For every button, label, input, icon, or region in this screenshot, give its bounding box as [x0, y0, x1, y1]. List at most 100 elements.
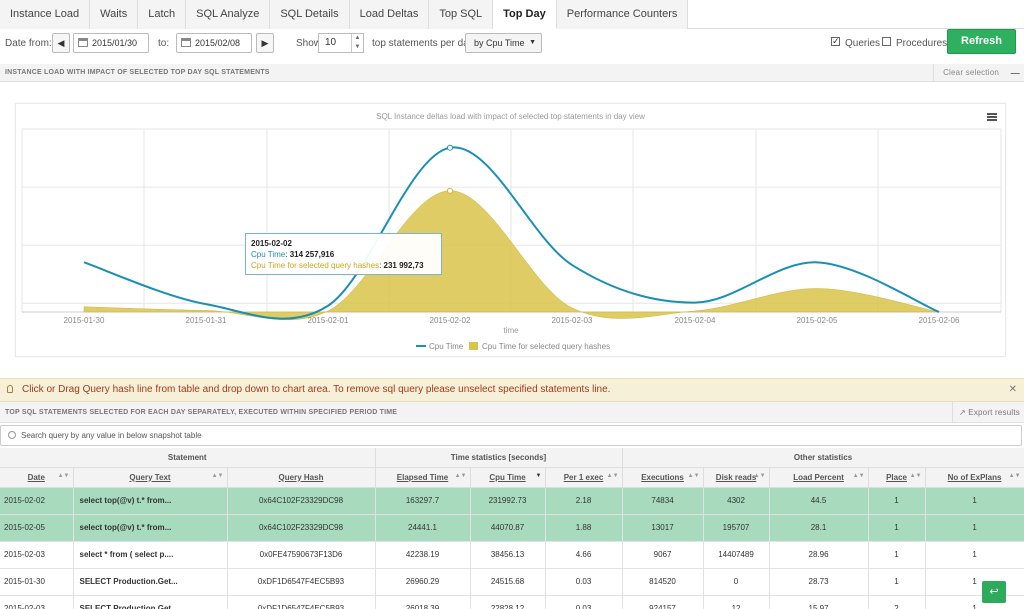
tab-top-sql[interactable]: Top SQL [429, 0, 494, 29]
table-cell: 163297.7 [375, 487, 471, 515]
sort-icon: ▲▼ [753, 472, 766, 479]
table-cell: 9067 [622, 541, 704, 569]
table-cell: 1 [868, 487, 926, 515]
table-cell: 1 [925, 595, 1024, 609]
tab-top-day[interactable]: Top Day [493, 0, 557, 29]
table-cell: 2015-02-03 [0, 595, 74, 609]
table-cell: 2.18 [545, 487, 623, 515]
table-row[interactable]: 2015-02-03 SELECT Production.Get... 0xDF1D… [0, 595, 1024, 609]
sort-by-value: by Cpu Time [474, 38, 525, 48]
legend-label-cpu-time-selected: Cpu Time for selected query hashes [482, 342, 610, 351]
date-to-input[interactable]: 2015/02/08 [176, 33, 252, 53]
table-cell: 0 [703, 568, 770, 596]
calendar-icon [181, 38, 191, 47]
table-cell: 2015-02-05 [0, 514, 74, 542]
table-cell: 24441.1 [375, 514, 471, 542]
x-tick-label: 2015-01-31 [186, 316, 227, 325]
sort-desc-icon: ▼ [535, 472, 542, 479]
info-message-bar: Click or Drag Query hash line from table… [0, 378, 1024, 402]
column-label: Cpu Time [489, 472, 526, 482]
x-tick-label: 2015-02-02 [430, 316, 471, 325]
table-row[interactable]: 2015-02-02 select top(@v) t.* from... 0x64… [0, 487, 1024, 515]
table-cell: 42238.19 [375, 541, 471, 569]
procedures-checkbox[interactable] [882, 37, 891, 46]
scroll-to-top-button[interactable]: ↩ [982, 581, 1006, 603]
show-count-stepper[interactable]: 10 ▲ ▼ [318, 33, 364, 53]
column-place[interactable]: Place ▲▼ [868, 467, 926, 488]
table-cell: 0.03 [545, 568, 623, 596]
tab-latch[interactable]: Latch [138, 0, 187, 29]
prev-date-button[interactable]: ◀ [52, 33, 70, 53]
table-cell: 231992.73 [470, 487, 546, 515]
column-query-hash[interactable]: Query Hash [227, 467, 376, 488]
column-load-percent[interactable]: Load Percent ▲▼ [769, 467, 869, 488]
sort-by-select[interactable]: by Cpu Time ▼ [465, 33, 542, 53]
column-query-text[interactable]: Query Text ▲▼ [73, 467, 228, 488]
column-per-1-exec[interactable]: Per 1 exec ▲▼ [545, 467, 623, 488]
tab-sql-details[interactable]: SQL Details [270, 0, 350, 29]
column-label: Query Text [129, 472, 171, 482]
tooltip-line1-value: 314 257,916 [289, 250, 335, 259]
clear-selection-button[interactable]: Clear selection [933, 64, 1008, 82]
table-cell: 924157 [622, 595, 704, 609]
procedures-label: Procedures [896, 38, 948, 49]
x-tick-label: 2015-02-05 [797, 316, 838, 325]
table-panel-title: TOP SQL STATEMENTS SELECTED FOR EACH DAY… [5, 409, 398, 416]
table-cell: 195707 [703, 514, 770, 542]
search-input[interactable]: Search query by any value in below snaps… [0, 425, 1022, 446]
table-cell: 0.03 [545, 595, 623, 609]
table-cell: 28.73 [769, 568, 869, 596]
table-cell: 2 [868, 595, 926, 609]
table-row[interactable]: 2015-02-05 select top(@v) t.* from... 0x64… [0, 514, 1024, 542]
tab-performance-counters[interactable]: Performance Counters [556, 0, 689, 29]
column-cpu-time[interactable]: Cpu Time ▼ [470, 467, 546, 488]
refresh-button[interactable]: Refresh [947, 29, 1016, 54]
table-cell: 14407489 [703, 541, 770, 569]
table-cell: 1 [868, 514, 926, 542]
column-label: No of ExPlans [947, 472, 1002, 482]
chart-menu-icon[interactable] [987, 113, 997, 121]
queries-checkbox[interactable]: ✓ [831, 36, 840, 46]
legend-label-cpu-time: Cpu Time [429, 342, 464, 351]
next-date-button[interactable]: ▶ [256, 33, 274, 53]
tab-waits[interactable]: Waits [90, 0, 139, 29]
column-no-of-explans[interactable]: No of ExPlans ▲▼ [925, 467, 1024, 488]
per-day-label: top statements per day [372, 38, 474, 49]
data-point-cpu-time [447, 144, 453, 151]
x-tick-label: 2015-02-01 [308, 316, 349, 325]
sort-icon: ▲▼ [909, 472, 922, 479]
sort-icon: ▲▼ [852, 472, 865, 479]
column-label: Place [886, 472, 907, 482]
table-cell: 38456.13 [470, 541, 546, 569]
table-row[interactable]: 2015-02-03 select * from ( select p.... 0x… [0, 541, 1024, 569]
column-date[interactable]: Date ▲▼ [0, 467, 74, 488]
sort-icon: ▲▼ [687, 472, 700, 479]
tooltip-line1-label: Cpu Time [251, 250, 286, 259]
stepper-arrows[interactable]: ▲ ▼ [351, 34, 363, 52]
search-icon [8, 431, 16, 439]
column-elapsed-time[interactable]: Elapsed Time ▲▼ [375, 467, 471, 488]
column-label: Query Hash [278, 472, 324, 482]
queries-label: Queries [845, 38, 881, 49]
date-to-value: 2015/02/08 [195, 38, 241, 48]
sort-icon: ▲▼ [1008, 472, 1021, 479]
column-disk-reads[interactable]: Disk reads ▲▼ [703, 467, 770, 488]
table-cell: 2015-02-03 [0, 541, 74, 569]
x-tick-label: 2015-02-04 [675, 316, 716, 325]
date-from-input[interactable]: 2015/01/30 [73, 33, 149, 53]
column-executions[interactable]: Executions ▲▼ [622, 467, 704, 488]
table-row[interactable]: 2015-01-30 SELECT Production.Get... 0xDF1D… [0, 568, 1024, 596]
sort-icon: ▲▼ [454, 472, 467, 479]
chart-plot[interactable]: 2015-01-30 2015-01-31 2015-02-01 2015-02-02… [16, 104, 1007, 358]
chart-container: SQL Instance deltas load with impact of … [15, 103, 1006, 357]
tab-load-deltas[interactable]: Load Deltas [349, 0, 430, 29]
collapse-icon[interactable]: — [1010, 68, 1020, 78]
sort-icon: ▲▼ [57, 472, 70, 479]
export-results-button[interactable]: ↗ Export results [951, 402, 1020, 423]
tab-instance-load[interactable]: Instance Load [0, 0, 91, 29]
table-cell: 1.88 [545, 514, 623, 542]
tab-sql-analyze[interactable]: SQL Analyze [186, 0, 271, 29]
table-cell: 1 [868, 568, 926, 596]
close-icon[interactable]: ✕ [1008, 384, 1017, 395]
export-results-label: Export results [968, 408, 1020, 417]
